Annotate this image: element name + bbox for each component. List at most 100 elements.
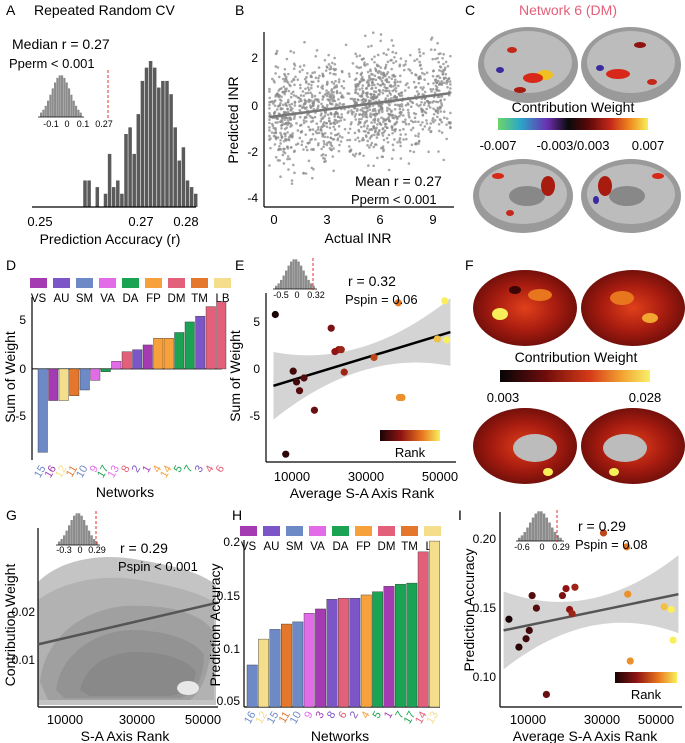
scatter-point <box>310 93 314 97</box>
scatter-point <box>386 140 390 144</box>
scatter-point <box>283 72 286 76</box>
scatter-point <box>323 135 327 139</box>
scatter-point <box>292 150 296 154</box>
scatter-point <box>387 168 391 172</box>
scatter-point <box>381 88 385 92</box>
scatter-point <box>365 81 369 84</box>
scatter-point <box>268 87 271 91</box>
scatter-point <box>302 119 306 122</box>
scatter-point <box>403 120 407 124</box>
network-id-label: 11 <box>64 464 80 480</box>
scatter-point <box>310 83 313 87</box>
scatter-point <box>332 125 336 129</box>
scatter-point <box>361 92 364 96</box>
inset-bar <box>518 537 521 541</box>
inset-bar <box>79 112 82 117</box>
scatter-point <box>365 127 369 130</box>
scatter-point <box>433 118 437 122</box>
scatter-point <box>431 74 435 78</box>
scatter-point <box>449 54 452 58</box>
scatter-point <box>396 141 399 144</box>
x-tick-label: 6 <box>376 212 383 227</box>
scatter-point <box>281 77 285 81</box>
scatter-point <box>399 91 403 95</box>
network-id-label: 16 <box>43 464 60 481</box>
scatter-point <box>407 103 410 106</box>
scatter-point <box>423 90 427 94</box>
scatter-point <box>445 123 448 126</box>
scatter-point <box>303 77 307 81</box>
scatter-point <box>338 135 342 138</box>
scatter-point <box>396 115 399 119</box>
scatter-point <box>371 113 375 116</box>
scatter-point <box>390 39 394 42</box>
x-tick-label: 0.25 <box>27 214 52 229</box>
scatter-point <box>326 82 329 85</box>
scatter-point <box>418 50 421 54</box>
network-bar <box>205 306 216 370</box>
scatter-point <box>440 131 444 134</box>
legend-swatch <box>76 278 93 288</box>
scatter-point <box>273 143 277 146</box>
rank-label: Rank <box>631 687 662 702</box>
scatter-point <box>432 82 435 85</box>
scatter-point <box>381 76 385 79</box>
scatter-point <box>437 68 441 72</box>
histogram-bar <box>124 134 128 207</box>
scatter-point <box>447 120 451 124</box>
pspin-label: Pspin < 0.001 <box>118 559 198 574</box>
network-point <box>282 450 290 458</box>
scatter-point <box>438 76 442 80</box>
scatter-point <box>347 72 351 76</box>
scatter-point <box>268 103 271 107</box>
network-bar <box>216 301 227 370</box>
histogram-bars <box>83 61 198 208</box>
scatter-point <box>311 128 315 131</box>
inset-bar <box>312 285 315 289</box>
scatter-point <box>310 148 313 151</box>
scatter-point <box>417 132 421 135</box>
scatter-point <box>405 137 408 141</box>
scatter-point <box>280 118 284 122</box>
inset-bar <box>63 77 66 117</box>
scatter-point <box>284 111 288 115</box>
scatter-point <box>393 103 397 107</box>
inset-bar <box>75 105 78 117</box>
scatter-point <box>309 91 312 95</box>
scatter-points <box>268 31 452 185</box>
scatter-point <box>286 81 290 84</box>
network-bar <box>258 638 269 708</box>
scatter-point <box>429 122 433 125</box>
x-tick-label: 30000 <box>348 469 384 484</box>
network-point <box>441 297 449 305</box>
scatter-point <box>432 107 435 110</box>
scatter-point <box>389 84 393 87</box>
scatter-point <box>381 145 385 148</box>
histogram-bar <box>177 160 182 207</box>
scatter-point <box>391 128 394 132</box>
scatter-point <box>354 77 358 80</box>
scatter-point <box>299 94 303 97</box>
y-tick-label: -2 <box>247 145 258 159</box>
scatter-point <box>407 122 411 126</box>
scatter-point <box>366 79 370 82</box>
inset-bar <box>95 541 98 545</box>
scatter-point <box>288 157 292 161</box>
network-bar <box>153 338 164 370</box>
scatter-point <box>365 94 368 97</box>
scatter-point <box>368 128 371 132</box>
scatter-point <box>404 63 407 66</box>
scatter-point <box>364 87 368 90</box>
scatter-point <box>439 99 442 103</box>
scatter-point <box>417 120 420 124</box>
legend-swatch <box>122 278 139 288</box>
scatter-point <box>397 93 401 96</box>
scatter-point <box>417 48 421 51</box>
scatter-point <box>391 89 395 93</box>
scatter-point <box>418 75 421 79</box>
inset-bar <box>51 88 54 117</box>
scatter-point <box>370 83 374 87</box>
scatter-point <box>337 78 341 81</box>
network-id-label: 11 <box>277 710 293 726</box>
